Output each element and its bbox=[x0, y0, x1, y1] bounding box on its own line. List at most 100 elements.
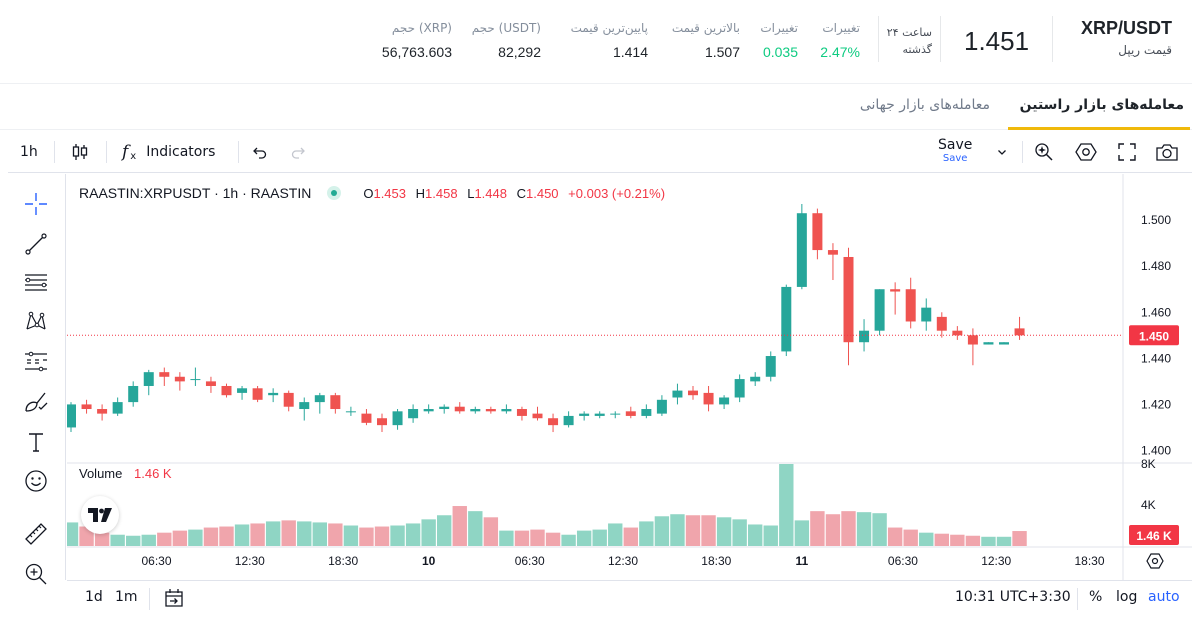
candle-body bbox=[159, 372, 170, 377]
candle-body bbox=[594, 413, 605, 416]
volume-bar bbox=[996, 536, 1012, 546]
candle-body bbox=[719, 397, 730, 405]
brush-tool[interactable] bbox=[22, 388, 50, 416]
volume-bar bbox=[468, 511, 483, 546]
axis-settings-center bbox=[1151, 557, 1159, 565]
pattern-tool[interactable] bbox=[22, 308, 50, 336]
log-scale-button[interactable]: log bbox=[1116, 589, 1138, 605]
crosshair-icon bbox=[25, 193, 47, 215]
candle-body bbox=[501, 409, 512, 412]
range-1m-button[interactable]: 1m bbox=[115, 589, 138, 605]
stat-label: تغییرات bbox=[760, 21, 798, 35]
candle-body bbox=[610, 413, 621, 415]
x-tick-label: 10 bbox=[422, 554, 436, 568]
candle-body bbox=[812, 213, 823, 251]
candle-body bbox=[983, 342, 994, 345]
forecast-tool[interactable] bbox=[22, 348, 50, 376]
candle-body bbox=[283, 392, 294, 407]
ruler-icon bbox=[25, 523, 47, 545]
save-button[interactable]: Save Save bbox=[938, 131, 972, 173]
stat-label: حجم (USDT) bbox=[471, 21, 541, 35]
settings-button[interactable] bbox=[1074, 131, 1098, 173]
volume-bar bbox=[810, 511, 825, 546]
tab-global-trades[interactable]: معامله‌های بازار جهانی bbox=[859, 97, 990, 113]
ohlc-values: O1.453 H1.458 L1.448 C1.450 +0.003 (+0.2… bbox=[363, 186, 671, 201]
indicators-button[interactable]: f x Indicators bbox=[122, 131, 215, 173]
range-1d-button[interactable]: 1d bbox=[85, 589, 103, 605]
chart-canvas[interactable]: 1.400 1.420 1.440 1.460 1.480 1.500 8K 4K 06:30 1… bbox=[63, 174, 1192, 580]
measure-tool[interactable] bbox=[22, 520, 50, 548]
candle-body bbox=[408, 409, 419, 419]
volume-bar bbox=[716, 517, 732, 546]
volume-bar bbox=[530, 529, 545, 546]
y-tick-label: 1.460 bbox=[1141, 305, 1171, 319]
candles-icon bbox=[72, 144, 88, 160]
chart-toolbar: 1h f x Indicators Save Save bbox=[8, 131, 1192, 173]
undo-button[interactable] bbox=[250, 131, 268, 173]
fullscreen-button[interactable] bbox=[1116, 131, 1138, 173]
quick-search-button[interactable] bbox=[1032, 131, 1056, 173]
candle-body bbox=[967, 335, 978, 345]
volume-tick-label: 4K bbox=[1141, 498, 1156, 512]
horizontal-lines-icon bbox=[25, 274, 47, 291]
text-tool[interactable] bbox=[22, 428, 50, 456]
symbol-title[interactable]: RAASTIN:XRPUSDT · 1h · RAASTIN bbox=[79, 185, 312, 201]
x-tick-label: 12:30 bbox=[981, 554, 1011, 568]
candle-body bbox=[548, 418, 559, 426]
candle-body bbox=[952, 330, 963, 336]
candle-body bbox=[796, 213, 807, 287]
percent-scale-button[interactable]: % bbox=[1089, 589, 1103, 605]
candle-body bbox=[936, 316, 947, 331]
volume-bar bbox=[950, 534, 965, 546]
x-tick-label: 06:30 bbox=[888, 554, 918, 568]
volume-bar bbox=[281, 520, 296, 546]
zoom-tool[interactable] bbox=[22, 560, 50, 588]
candle-body bbox=[905, 289, 916, 322]
volume-bar bbox=[234, 524, 250, 546]
candle-body bbox=[252, 388, 263, 400]
x-tick-label: 18:30 bbox=[328, 554, 358, 568]
interval-button[interactable]: 1h bbox=[20, 144, 38, 160]
tab-raastin-trades[interactable]: معامله‌های بازار راستین bbox=[1019, 97, 1184, 113]
candle-type-button[interactable] bbox=[70, 131, 90, 173]
candle-body bbox=[205, 381, 216, 386]
divider bbox=[878, 16, 879, 62]
volume-bar bbox=[499, 530, 514, 546]
volume-bar bbox=[856, 512, 872, 546]
volume-bar bbox=[670, 514, 685, 546]
volume-label: Volume bbox=[79, 466, 123, 481]
snapshot-button[interactable] bbox=[1154, 131, 1180, 173]
emoji-tool[interactable] bbox=[22, 467, 50, 495]
crosshair-tool[interactable] bbox=[22, 190, 50, 218]
volume-bar bbox=[608, 523, 623, 546]
candle-body bbox=[921, 307, 932, 322]
candle-body bbox=[516, 409, 527, 416]
low-label: L bbox=[467, 185, 475, 201]
fib-tool[interactable] bbox=[22, 269, 50, 297]
volume-value-label: 1.46 K bbox=[1136, 529, 1172, 543]
go-to-date-button[interactable] bbox=[163, 587, 185, 613]
stat-volume-usdt: حجم (USDT) 82,292 bbox=[472, 21, 541, 60]
candle-body bbox=[750, 376, 761, 382]
volume-bar bbox=[219, 526, 234, 546]
price-chart[interactable]: 1.400 1.420 1.440 1.460 1.480 1.500 8K 4K 06:30 1… bbox=[63, 174, 1192, 580]
trend-line-tool[interactable] bbox=[22, 230, 50, 258]
y-tick-label: 1.480 bbox=[1141, 259, 1171, 273]
candle-body bbox=[439, 406, 450, 410]
timezone-button[interactable]: 10:31 UTC+3:30 bbox=[955, 589, 1071, 605]
stat-change: تغییرات 0.035 bbox=[760, 21, 798, 60]
fullscreen-icon bbox=[1118, 143, 1136, 161]
candle-body bbox=[392, 411, 403, 426]
drawing-toolbar bbox=[8, 174, 66, 585]
stat-value: 56,763.603 bbox=[381, 44, 452, 60]
tradingview-logo[interactable] bbox=[81, 496, 119, 534]
x-tick-label: 18:30 bbox=[701, 554, 731, 568]
save-menu-toggle[interactable] bbox=[996, 131, 1008, 173]
candle-body bbox=[874, 289, 885, 331]
volume-bar bbox=[126, 535, 141, 546]
last-price: 1.451 bbox=[964, 26, 1030, 56]
redo-button[interactable] bbox=[290, 131, 308, 173]
volume-bar bbox=[141, 534, 156, 546]
auto-scale-button[interactable]: auto bbox=[1148, 589, 1180, 605]
save-sublabel: Save bbox=[942, 153, 968, 164]
